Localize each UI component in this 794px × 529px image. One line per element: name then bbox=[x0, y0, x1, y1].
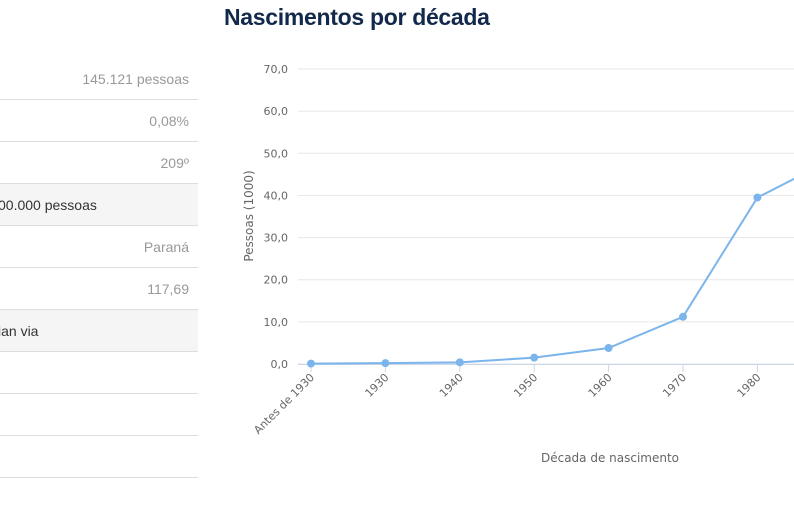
x-tick-label: 1960 bbox=[586, 371, 615, 400]
stat-row: 145.121 pessoas bbox=[0, 58, 198, 100]
stat-row: 117,69 bbox=[0, 268, 198, 310]
y-axis-title: Pessoas (1000) bbox=[242, 170, 256, 261]
data-point[interactable] bbox=[530, 353, 539, 362]
stat-row: ian via bbox=[0, 310, 198, 352]
data-point[interactable] bbox=[604, 343, 613, 352]
stat-row: 00.000 pessoas bbox=[0, 184, 198, 226]
data-point[interactable] bbox=[679, 312, 687, 321]
chart-grid bbox=[298, 68, 794, 365]
x-tick-label: Antes de 1930 bbox=[251, 371, 317, 437]
x-tick-label: 1940 bbox=[437, 371, 466, 400]
data-point[interactable] bbox=[455, 358, 464, 367]
stat-row: 0,08% bbox=[0, 100, 198, 142]
series-group bbox=[307, 177, 794, 368]
stat-row bbox=[0, 352, 198, 394]
stat-value: 117,69 bbox=[147, 280, 189, 297]
stat-row: 209º bbox=[0, 142, 198, 184]
stats-table: 145.121 pessoas 0,08% 209º 00.000 pessoas Pa… bbox=[0, 58, 198, 478]
x-tick-label: 1970 bbox=[660, 371, 689, 400]
stat-value: 0,08% bbox=[149, 112, 189, 129]
series-line bbox=[310, 177, 794, 365]
y-tick-label: 60,0 bbox=[264, 105, 289, 118]
stat-row bbox=[0, 394, 198, 436]
stat-value: 209º bbox=[160, 154, 189, 171]
y-tick-label: 70,0 bbox=[264, 63, 289, 76]
stat-row: Paraná bbox=[0, 226, 198, 268]
y-tick-label: 10,0 bbox=[264, 316, 289, 329]
stat-value: 00.000 pessoas bbox=[0, 196, 97, 213]
x-tick-label: 1930 bbox=[363, 371, 392, 400]
data-point[interactable] bbox=[753, 193, 762, 202]
stat-value: 145.121 pessoas bbox=[82, 70, 189, 87]
y-axis-ticks: 0,0 10,0 20,0 30,0 40,0 50,0 60,0 70,0 bbox=[264, 63, 289, 371]
chart-title: Nascimentos por década bbox=[224, 4, 490, 30]
y-tick-label: 50,0 bbox=[264, 147, 289, 160]
data-point[interactable] bbox=[381, 359, 390, 368]
x-axis-title: Década de nascimento bbox=[541, 451, 679, 465]
stat-value: Paraná bbox=[143, 238, 189, 255]
stat-row bbox=[0, 436, 198, 478]
y-tick-label: 30,0 bbox=[264, 232, 289, 245]
x-tick-label: 1980 bbox=[735, 371, 764, 400]
y-tick-label: 40,0 bbox=[264, 189, 289, 202]
data-point[interactable] bbox=[307, 359, 315, 368]
y-tick-label: 0,0 bbox=[271, 358, 289, 371]
x-tick-label: 1950 bbox=[511, 371, 540, 400]
y-tick-label: 20,0 bbox=[264, 274, 289, 287]
stat-value: ian via bbox=[0, 322, 39, 339]
x-axis-ticks: Antes de 1930193019401950196019701980199… bbox=[251, 364, 764, 437]
